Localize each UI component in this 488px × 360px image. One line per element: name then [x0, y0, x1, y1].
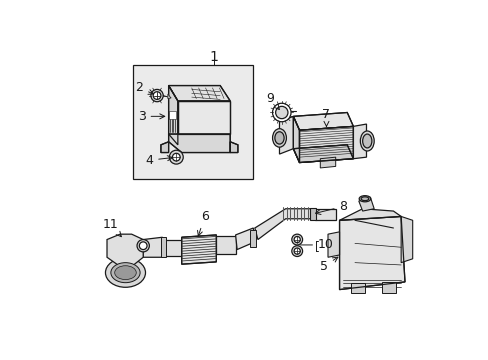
Text: 8: 8: [315, 200, 347, 215]
Circle shape: [169, 150, 183, 164]
Circle shape: [291, 234, 302, 245]
Polygon shape: [339, 209, 400, 220]
Polygon shape: [293, 116, 299, 163]
Polygon shape: [230, 142, 238, 153]
Text: 9: 9: [266, 92, 279, 109]
Text: 7: 7: [322, 108, 330, 126]
Ellipse shape: [115, 266, 136, 280]
Bar: [133, 65, 252, 179]
Polygon shape: [167, 94, 171, 99]
Polygon shape: [327, 232, 339, 257]
Text: 2: 2: [135, 81, 153, 94]
Polygon shape: [169, 111, 176, 119]
Polygon shape: [168, 86, 230, 101]
Polygon shape: [254, 209, 312, 239]
Circle shape: [272, 103, 290, 122]
Polygon shape: [299, 126, 353, 163]
Bar: [310, 208, 316, 220]
Polygon shape: [293, 145, 353, 163]
Bar: [314, 209, 336, 220]
Polygon shape: [400, 216, 412, 263]
Bar: [216, 237, 235, 254]
Ellipse shape: [272, 129, 286, 147]
Polygon shape: [161, 142, 168, 153]
Text: 5: 5: [320, 257, 337, 273]
Circle shape: [137, 239, 149, 252]
Polygon shape: [339, 216, 404, 289]
Polygon shape: [293, 112, 353, 130]
Circle shape: [293, 248, 300, 254]
Circle shape: [139, 242, 147, 249]
Text: 11: 11: [102, 218, 121, 237]
Circle shape: [172, 153, 180, 161]
Bar: [381, 282, 395, 293]
Ellipse shape: [360, 197, 368, 201]
Polygon shape: [358, 197, 373, 211]
Bar: [350, 283, 364, 293]
Circle shape: [293, 237, 300, 243]
Ellipse shape: [359, 195, 370, 202]
Polygon shape: [107, 234, 143, 266]
Text: 1: 1: [209, 50, 218, 64]
Bar: [161, 237, 166, 257]
Polygon shape: [279, 116, 293, 154]
Circle shape: [151, 89, 163, 102]
Ellipse shape: [274, 132, 284, 144]
Bar: [250, 230, 255, 247]
Polygon shape: [235, 228, 254, 249]
Bar: [162, 239, 182, 256]
Text: 6: 6: [197, 210, 208, 236]
Text: 3: 3: [138, 110, 164, 123]
Ellipse shape: [111, 263, 140, 283]
Circle shape: [153, 92, 161, 99]
Polygon shape: [168, 86, 178, 145]
Text: 10: 10: [299, 238, 333, 251]
Polygon shape: [182, 235, 216, 264]
Text: 4: 4: [145, 154, 172, 167]
Polygon shape: [178, 101, 230, 134]
Polygon shape: [143, 237, 162, 257]
Circle shape: [275, 106, 287, 119]
Polygon shape: [353, 124, 366, 159]
Polygon shape: [168, 134, 230, 153]
Circle shape: [291, 246, 302, 256]
Ellipse shape: [362, 134, 371, 148]
Ellipse shape: [105, 258, 145, 287]
Ellipse shape: [360, 131, 373, 151]
Polygon shape: [320, 157, 335, 168]
